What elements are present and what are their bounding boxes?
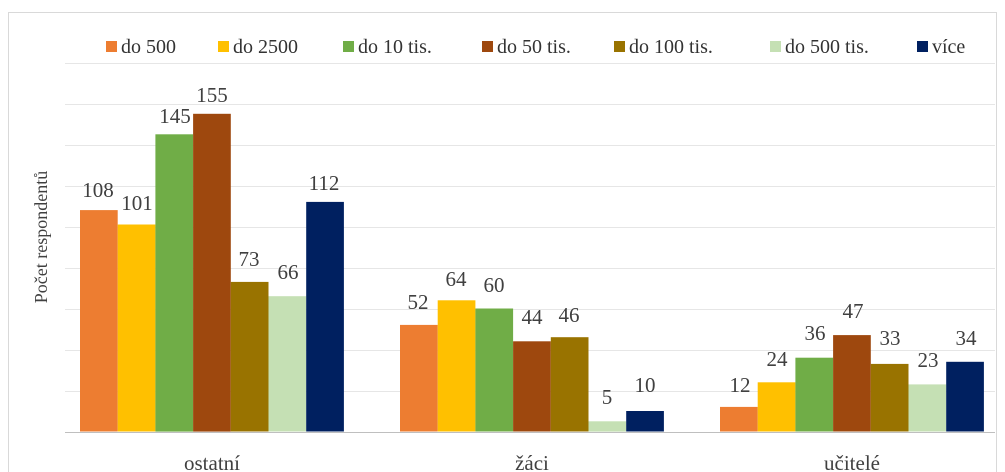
data-label: 10	[635, 373, 656, 397]
data-label: 36	[805, 321, 826, 345]
bar	[588, 421, 627, 432]
data-label: 34	[956, 326, 978, 350]
legend-label: do 100 tis.	[629, 36, 713, 58]
legend-item: do 500	[106, 36, 176, 58]
data-label: 101	[121, 191, 153, 215]
data-label: 52	[408, 290, 429, 314]
bar	[757, 382, 796, 432]
legend-label: do 10 tis.	[358, 36, 432, 58]
data-label: 108	[82, 178, 114, 202]
category-label: ostatní	[184, 451, 240, 472]
legend-label: do 500 tis.	[785, 36, 869, 58]
legend-item: do 2500	[218, 36, 298, 58]
bar	[795, 357, 834, 432]
legend-label: do 50 tis.	[497, 36, 571, 58]
category-label: učitelé	[824, 451, 880, 472]
legend-item: do 100 tis.	[614, 36, 713, 58]
data-label: 60	[484, 273, 505, 297]
legend-item: do 10 tis.	[343, 36, 432, 58]
data-label: 5	[602, 385, 613, 409]
legend-item: do 500 tis.	[770, 36, 869, 58]
legend-swatch	[218, 41, 229, 52]
legend-swatch	[770, 41, 781, 52]
bar	[908, 384, 947, 432]
bar	[230, 281, 269, 432]
legend-label: do 500	[121, 36, 176, 58]
bar	[306, 201, 344, 432]
bar	[268, 296, 307, 432]
bar	[870, 363, 909, 432]
data-label: 46	[559, 303, 580, 327]
data-label: 12	[730, 373, 751, 397]
bar	[550, 337, 589, 432]
legend-swatch	[917, 41, 928, 52]
legend-swatch	[343, 41, 354, 52]
bars	[80, 113, 984, 432]
legend-label: více	[932, 36, 965, 58]
data-label: 33	[880, 326, 901, 350]
data-label: 155	[196, 83, 228, 107]
data-label: 44	[522, 305, 544, 329]
category-label: žáci	[515, 451, 549, 472]
data-label: 112	[309, 171, 340, 195]
bar	[155, 134, 194, 432]
bar	[626, 411, 664, 432]
legend: do 500 do 2500 do 10 tis. do 50 tis. do 100 …	[106, 36, 965, 58]
legend-item: více	[917, 36, 965, 58]
data-label: 145	[159, 104, 191, 128]
bar	[80, 210, 118, 432]
bar	[400, 324, 438, 432]
data-label: 64	[446, 267, 468, 291]
legend-label: do 2500	[233, 36, 298, 58]
data-label: 23	[918, 348, 939, 372]
bar	[117, 224, 156, 432]
category-labels: ostatní žáci učitelé	[184, 451, 880, 472]
data-label: 73	[239, 247, 260, 271]
legend-swatch	[106, 41, 117, 52]
legend-swatch	[614, 41, 625, 52]
bar	[833, 335, 871, 432]
bar	[513, 341, 551, 432]
bar	[193, 113, 231, 432]
bar	[475, 308, 514, 432]
legend-item: do 50 tis.	[482, 36, 571, 58]
y-axis-title: Počet respondentů	[31, 171, 51, 303]
bar	[437, 300, 476, 432]
bar	[720, 406, 758, 432]
legend-swatch	[482, 41, 493, 52]
data-label: 47	[843, 299, 864, 323]
bar	[946, 361, 984, 432]
data-label: 66	[278, 260, 299, 284]
data-label: 24	[767, 347, 789, 371]
